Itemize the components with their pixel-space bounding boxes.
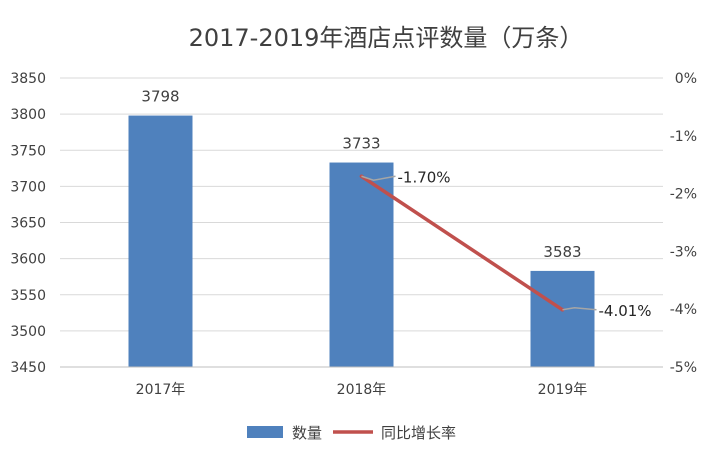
line-series: [359, 174, 597, 312]
leader-line: [361, 175, 396, 182]
x-tick-label: 2018年: [337, 382, 387, 398]
left-tick-label: 3500: [10, 324, 46, 340]
legend: 数量 同比增长率: [247, 424, 456, 442]
legend-line-label: 同比增长率: [381, 424, 456, 442]
data-labels: 3798 3733 3583 -1.70% -4.01%: [141, 88, 651, 320]
left-tick-label: 3850: [10, 71, 46, 87]
chart-title: 2017-2019年酒店点评数量（万条）: [189, 24, 584, 52]
right-tick-label: -2%: [670, 187, 697, 203]
left-tick-label: 3450: [10, 360, 46, 376]
right-tick-label: -4%: [670, 302, 697, 318]
left-tick-label: 3650: [10, 216, 46, 232]
bar-series: [128, 115, 595, 367]
bar: [128, 115, 193, 367]
bar-value-label: 3583: [543, 243, 581, 261]
bar: [530, 270, 595, 367]
bar-value-label: 3733: [342, 135, 380, 153]
right-tick-label: 0%: [675, 71, 697, 87]
x-axis: 2017年 2018年 2019年: [60, 366, 663, 398]
bar-value-label: 3798: [141, 88, 179, 106]
left-tick-label: 3700: [10, 179, 46, 195]
legend-bar-swatch: [247, 426, 283, 438]
left-tick-label: 3600: [10, 252, 46, 268]
left-tick-label: 3750: [10, 143, 46, 159]
x-tick-label: 2019年: [538, 382, 588, 398]
left-tick-label: 3800: [10, 107, 46, 123]
line-value-label: -1.70%: [398, 168, 451, 186]
growth-rate-line: [359, 174, 565, 312]
legend-bar-label: 数量: [292, 424, 322, 442]
left-axis: 3450 3500 3550 3600 3650 3700 3750 3800 3850: [10, 71, 46, 376]
right-tick-label: -1%: [670, 129, 697, 145]
right-tick-label: -5%: [670, 360, 697, 376]
x-tick-label: 2017年: [136, 382, 186, 398]
right-axis: -5% -4% -3% -2% -1% 0%: [670, 71, 697, 376]
bar: [329, 162, 394, 367]
left-tick-label: 3550: [10, 288, 46, 304]
right-tick-label: -3%: [670, 244, 697, 260]
leader-line: [562, 307, 597, 311]
line-value-label: -4.01%: [599, 302, 652, 320]
